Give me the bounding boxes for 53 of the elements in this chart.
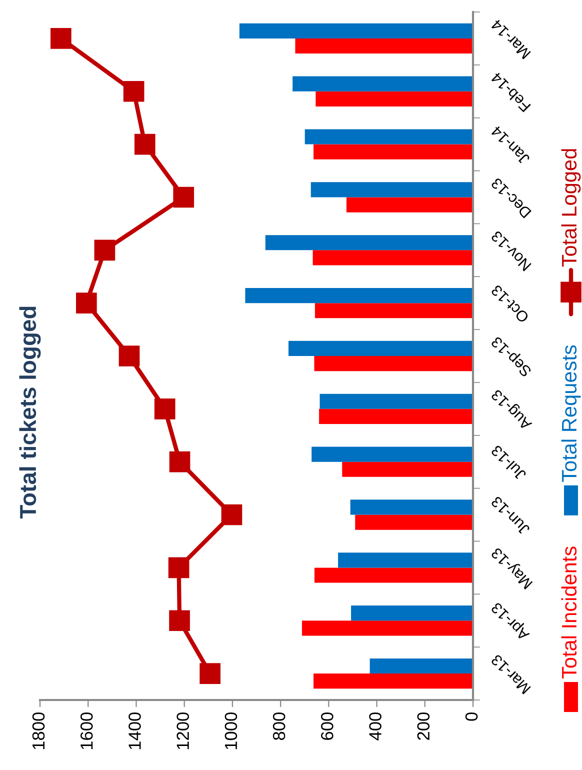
bar [338,552,473,568]
point [154,398,176,420]
x-tick-label: 200 [417,712,430,740]
x-tick-label: 1200 [176,712,189,750]
point [173,186,194,208]
bar [245,288,473,304]
bar [355,514,473,530]
text: Total Incidents [561,546,577,679]
bar [314,674,473,689]
point [169,451,190,472]
bar [342,462,473,477]
point [134,134,156,155]
bar [302,620,473,636]
point [169,610,190,632]
bar [350,500,473,515]
text: Total Logged [561,149,581,267]
point [200,663,220,684]
bar [370,658,473,674]
bar [295,38,473,54]
x-tick-label: 1600 [80,712,93,750]
text: Total tickets logged [19,306,41,518]
point [76,292,97,314]
bar [346,197,473,212]
bar [265,235,473,250]
bar [314,303,473,318]
point [123,80,144,102]
bar [304,129,473,144]
bar [288,340,473,356]
bar [310,182,473,198]
bar [319,408,473,424]
bar [320,394,473,409]
x-tick-label: 1000 [224,712,238,750]
point [94,240,116,261]
point [118,346,140,366]
point [221,504,242,526]
point [50,28,72,49]
bar [312,250,473,266]
point [168,557,190,578]
bar [239,23,473,38]
bar [351,606,473,621]
x-tick-label: 1800 [32,712,45,750]
x-tick-label: 800 [272,712,286,740]
x-tick-label: 0 [465,712,478,721]
text: Total Requests [561,345,581,482]
x-tick-label: 600 [321,712,334,740]
bar [316,91,473,106]
x-tick-label: 1400 [128,712,141,750]
bar [292,76,473,92]
bar [314,356,473,372]
bar [314,144,473,160]
x-tick-label: 400 [369,712,382,740]
bar [314,568,473,583]
bar [312,446,473,462]
